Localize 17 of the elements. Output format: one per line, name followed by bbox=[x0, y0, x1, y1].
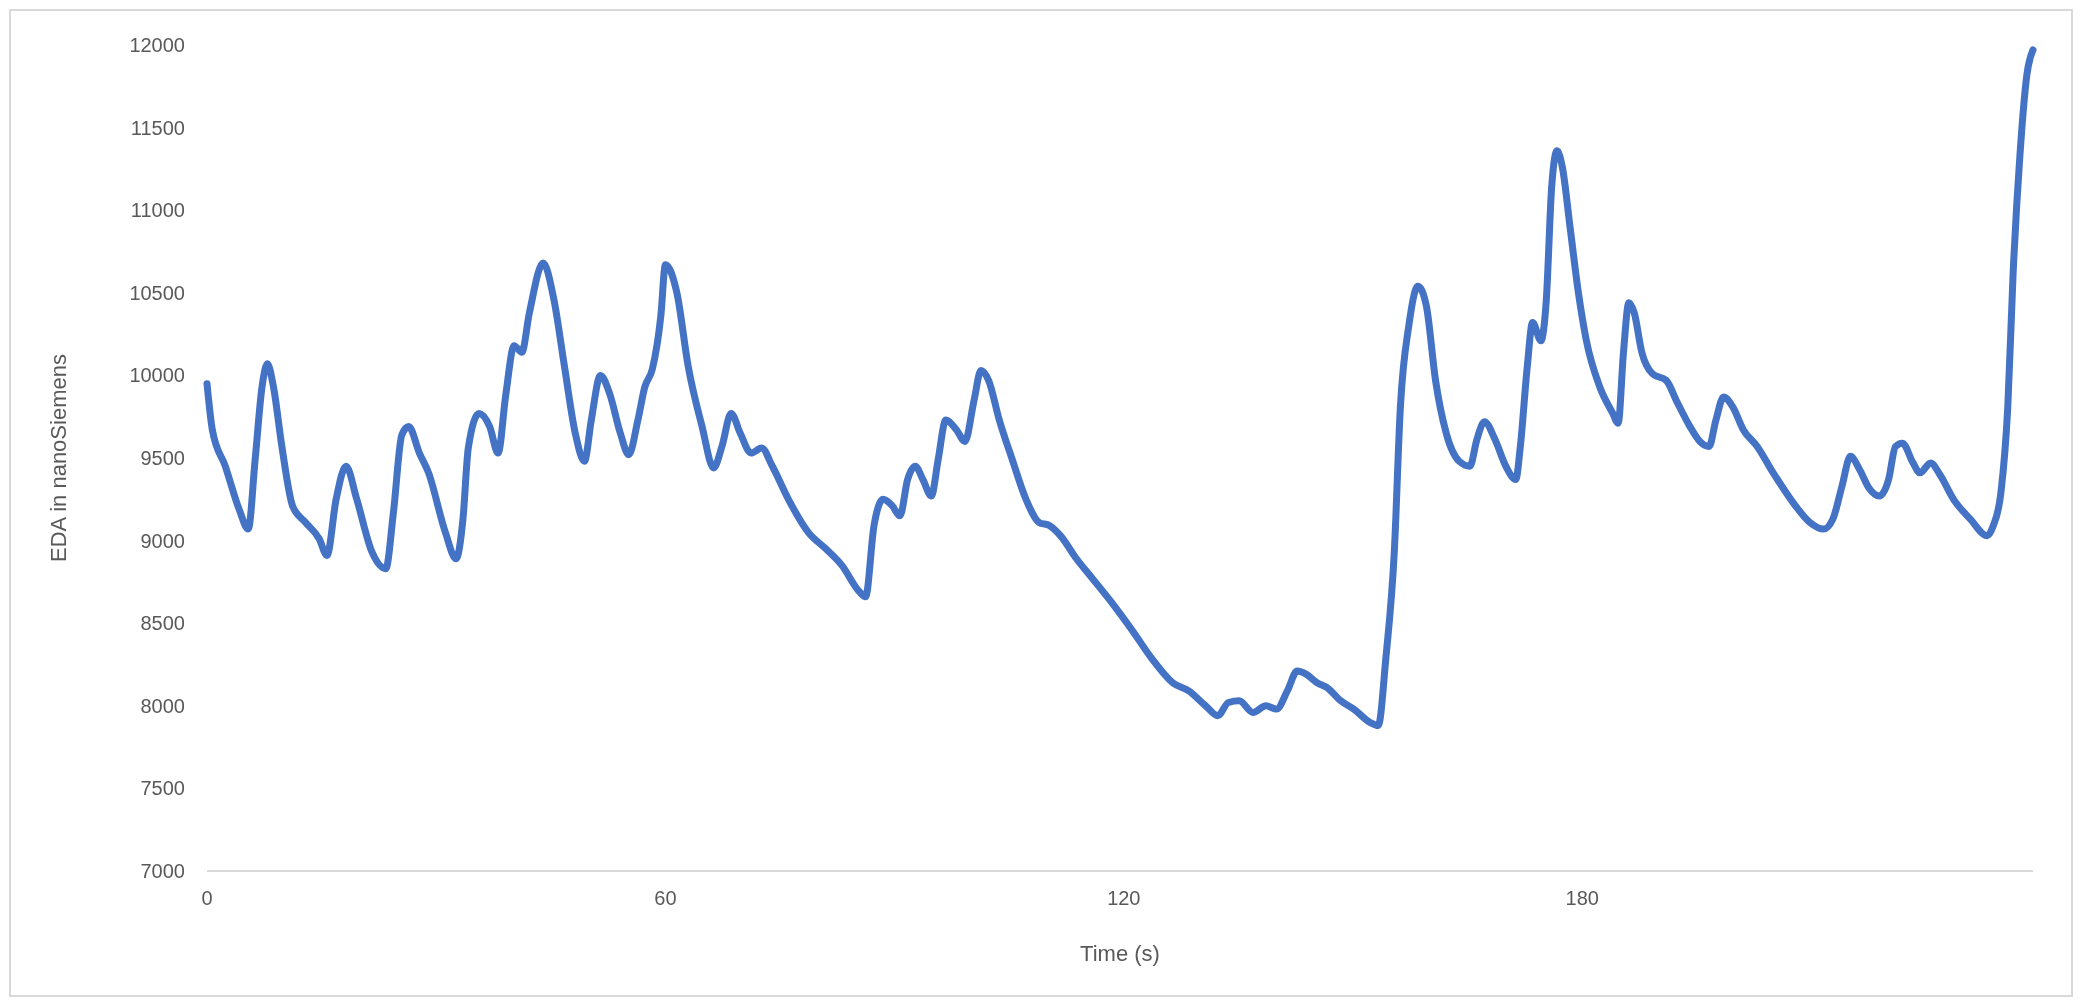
x-tick-label: 60 bbox=[654, 887, 677, 909]
y-tick-label: 8500 bbox=[140, 612, 185, 635]
y-tick-label: 11500 bbox=[130, 116, 185, 139]
y-tick-label: 11000 bbox=[130, 199, 185, 222]
y-tick-label: 8000 bbox=[140, 694, 185, 717]
x-tick-label: 0 bbox=[201, 887, 213, 909]
y-tick-label: 9500 bbox=[140, 447, 185, 469]
y-tick-label: 7000 bbox=[140, 860, 185, 882]
y-tick-label: 7500 bbox=[140, 777, 185, 800]
y-tick-label: 10000 bbox=[129, 364, 185, 387]
y-tick-label: 9000 bbox=[140, 529, 185, 552]
x-tick-label: 120 bbox=[1107, 887, 1141, 909]
y-axis-title: EDA in nanoSiemens bbox=[46, 354, 71, 562]
y-tick-label: 12000 bbox=[129, 34, 185, 56]
x-tick-label: 180 bbox=[1565, 887, 1599, 909]
y-tick-label: 10500 bbox=[129, 281, 185, 304]
x-axis-title: Time (s) bbox=[1080, 941, 1160, 966]
